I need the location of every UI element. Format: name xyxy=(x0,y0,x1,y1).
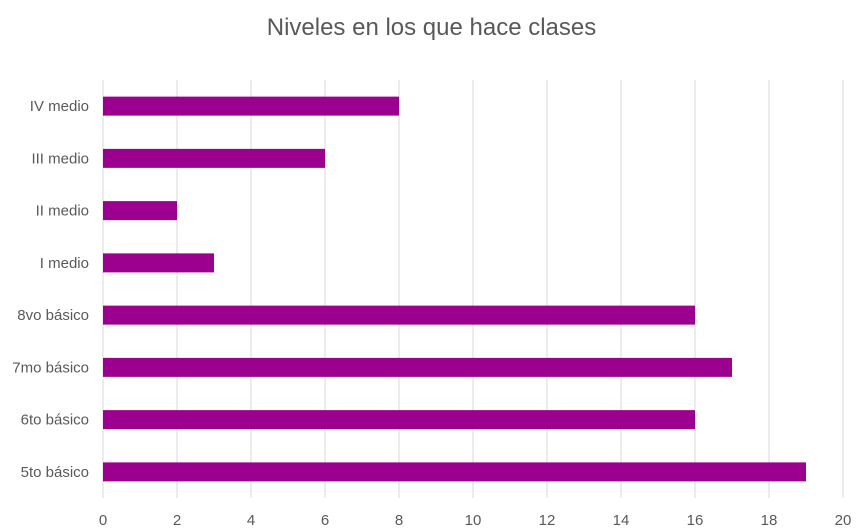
bar xyxy=(103,357,732,377)
x-tick-label: 20 xyxy=(835,512,852,529)
bar xyxy=(103,410,695,430)
category-label: 7mo básico xyxy=(12,359,89,376)
bar xyxy=(103,462,806,482)
bar xyxy=(103,96,399,116)
x-tick-label: 16 xyxy=(687,512,704,529)
category-labels: IV medio III medio II medio I medio 8vo bási… xyxy=(12,98,89,481)
x-tick-label: 0 xyxy=(99,512,107,529)
gridlines xyxy=(102,80,844,498)
category-label: IV medio xyxy=(30,98,89,115)
category-label: II medio xyxy=(36,203,89,220)
x-tick-label: 10 xyxy=(465,512,482,529)
category-label: 8vo básico xyxy=(17,307,89,324)
category-label: 5to básico xyxy=(21,464,89,481)
bar xyxy=(103,201,177,221)
x-tick-labels: 0 2 4 6 8 10 12 14 16 18 20 xyxy=(99,512,852,529)
x-tick-label: 8 xyxy=(395,512,403,529)
chart-title: Niveles en los que hace clases xyxy=(266,14,597,41)
bar xyxy=(103,148,325,168)
bar xyxy=(103,305,695,325)
x-tick-label: 14 xyxy=(613,512,630,529)
category-label: 6to básico xyxy=(21,412,89,429)
x-tick-label: 12 xyxy=(539,512,556,529)
x-tick-label: 6 xyxy=(321,512,329,529)
x-tick-label: 2 xyxy=(173,512,181,529)
x-tick-label: 4 xyxy=(247,512,255,529)
x-tick-label: 18 xyxy=(761,512,778,529)
category-label: III medio xyxy=(31,150,89,167)
category-label: I medio xyxy=(40,255,89,272)
bars xyxy=(103,96,806,482)
bar xyxy=(103,253,214,273)
